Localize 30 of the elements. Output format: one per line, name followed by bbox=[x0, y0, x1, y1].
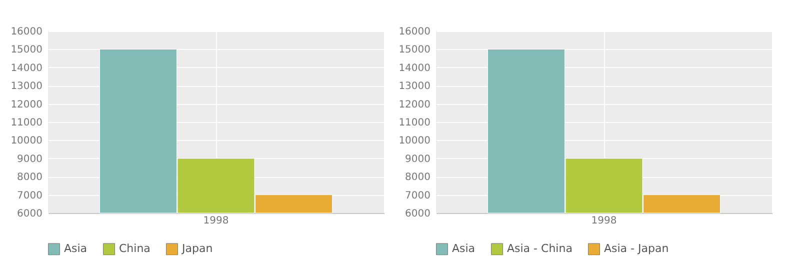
y-tick-label: 8000 bbox=[17, 172, 42, 184]
y-tick-label: 12000 bbox=[10, 99, 42, 110]
legend-label: Asia bbox=[452, 242, 476, 256]
y-tick-label: 15000 bbox=[398, 44, 430, 56]
y-tick-label: 11000 bbox=[10, 118, 42, 128]
x-tick-label: 1998 bbox=[591, 216, 617, 226]
y-tick-label: 13000 bbox=[10, 81, 42, 92]
legend-label: Asia bbox=[64, 242, 88, 256]
y-tick-label: 6000 bbox=[17, 208, 42, 220]
y-tick-label: 13000 bbox=[398, 81, 430, 92]
y-tick-label: 16000 bbox=[398, 26, 430, 38]
y-tick-label: 9000 bbox=[405, 154, 430, 165]
legend-label: Japan bbox=[181, 242, 213, 256]
legend-label: Asia - China bbox=[507, 242, 572, 256]
y-tick-label: 10000 bbox=[10, 136, 42, 147]
y-tick-label: 10000 bbox=[398, 136, 430, 147]
y-tick-label: 16000 bbox=[10, 26, 42, 38]
y-tick-label: 7000 bbox=[17, 190, 42, 202]
y-tick-label: 6000 bbox=[405, 208, 430, 220]
y-tick-label: 11000 bbox=[398, 118, 430, 128]
y-tick-label: 14000 bbox=[10, 62, 42, 74]
x-tick-label: 1998 bbox=[203, 216, 229, 226]
y-tick-label: 14000 bbox=[398, 62, 430, 74]
y-tick-label: 9000 bbox=[17, 154, 42, 165]
legend-label: China bbox=[119, 242, 150, 256]
legend-label: Asia - Japan bbox=[604, 242, 669, 256]
y-tick-label: 12000 bbox=[398, 99, 430, 110]
y-tick-label: 7000 bbox=[405, 190, 430, 202]
y-tick-label: 15000 bbox=[10, 44, 42, 56]
y-tick-label: 8000 bbox=[405, 172, 430, 184]
